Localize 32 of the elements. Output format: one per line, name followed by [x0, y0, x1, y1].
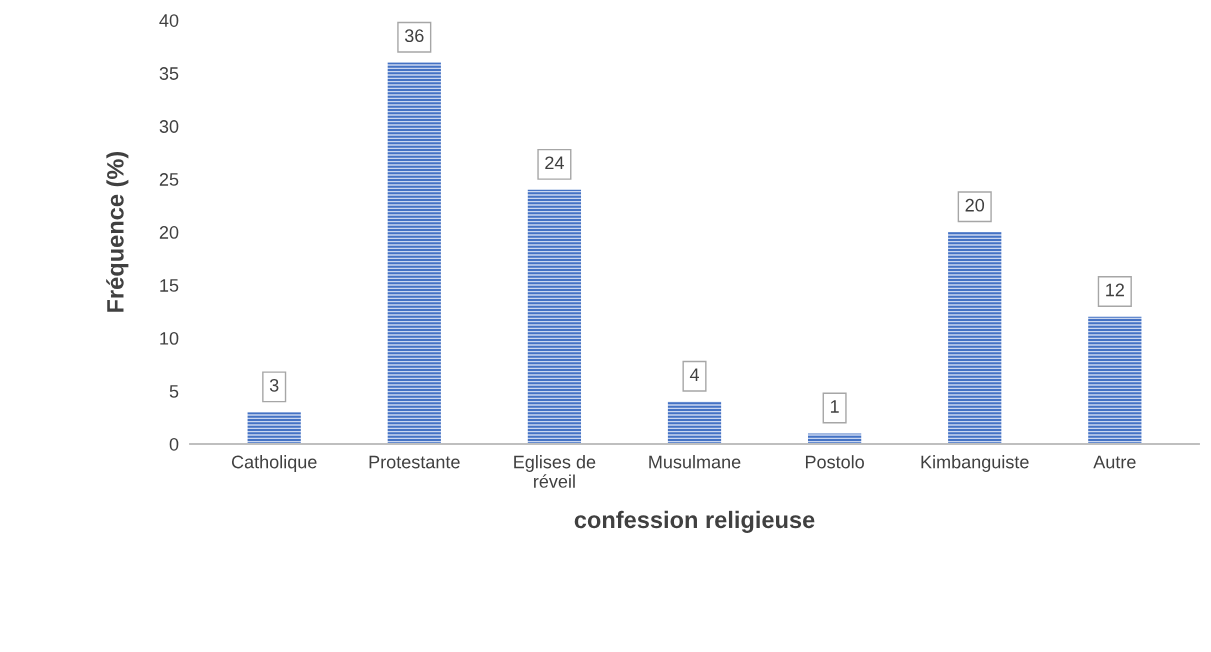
data-label: 3 — [269, 378, 279, 392]
bar — [667, 401, 722, 445]
x-tick-label: Autre — [1093, 455, 1136, 469]
x-tick-label: Musulmane — [649, 455, 741, 469]
x-tick-label: Eglises de réveil — [514, 455, 596, 488]
y-axis-title: Fréquence (%) — [106, 151, 129, 312]
x-tick-label: Kimbanguiste — [921, 455, 1029, 472]
data-label: 12 — [1106, 283, 1124, 297]
y-tick-label: 30 — [159, 120, 179, 133]
y-tick-label: 5 — [169, 385, 179, 398]
bar — [527, 189, 582, 445]
bar — [1088, 316, 1142, 445]
bar — [807, 433, 862, 445]
data-label: 20 — [965, 198, 985, 212]
y-tick-label: 35 — [159, 67, 179, 80]
data-label: 4 — [689, 368, 699, 381]
x-tick-label: Postolo — [805, 455, 864, 469]
data-label: 36 — [404, 29, 424, 43]
x-tick-label: Catholique — [231, 455, 317, 472]
data-label: 1 — [830, 400, 839, 413]
x-axis-title: confession religieuse — [574, 510, 815, 533]
y-tick-label: 40 — [159, 14, 179, 27]
bar — [247, 412, 301, 445]
data-label: 24 — [545, 156, 564, 170]
bar — [948, 232, 1002, 445]
y-tick-label: 20 — [159, 226, 179, 239]
y-tick-label: 25 — [159, 173, 179, 186]
y-tick-label: 15 — [160, 279, 179, 292]
bar — [387, 62, 441, 445]
y-tick-label: 10 — [160, 332, 179, 345]
y-tick-label: 0 — [169, 437, 179, 451]
x-tick-label: Protestante — [369, 455, 460, 469]
